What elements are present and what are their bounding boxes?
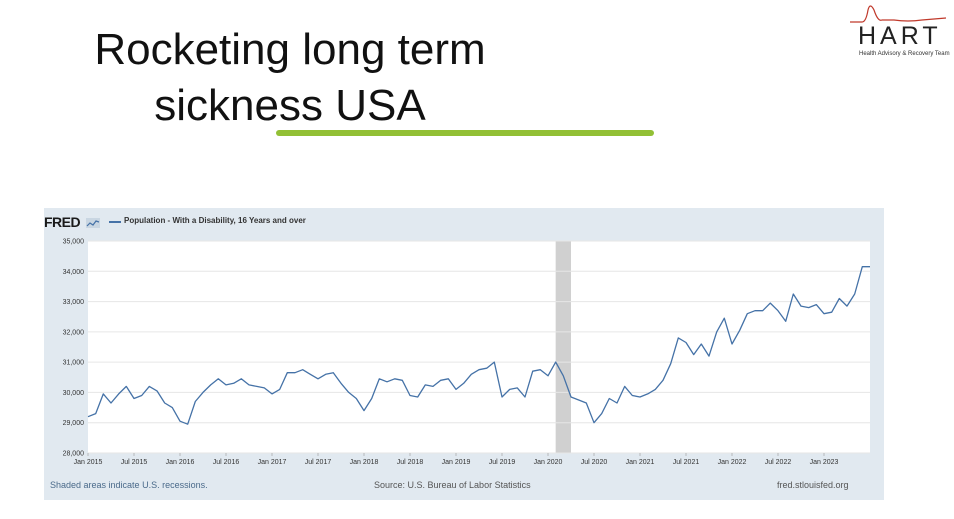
x-tick-label: Jul 2020 bbox=[581, 459, 608, 466]
heartbeat-icon bbox=[850, 5, 947, 23]
y-tick-label: 32,000 bbox=[63, 329, 85, 336]
plot-background bbox=[88, 241, 870, 453]
y-tick-label: 29,000 bbox=[63, 420, 85, 427]
y-tick-label: 30,000 bbox=[63, 390, 85, 397]
footer-site[interactable]: fred.stlouisfed.org bbox=[777, 480, 849, 490]
logo-subtitle: Health Advisory & Recovery Team bbox=[859, 51, 950, 57]
x-tick-label: Jan 2023 bbox=[810, 459, 839, 466]
logo-name: HART bbox=[858, 22, 942, 50]
y-tick-label: 33,000 bbox=[63, 299, 85, 306]
x-tick-label: Jan 2018 bbox=[350, 459, 379, 466]
legend-line-swatch bbox=[109, 221, 121, 223]
slide-title: Rocketing long term sickness USA bbox=[60, 22, 520, 134]
x-tick-label: Jul 2015 bbox=[121, 459, 148, 466]
series-line-0 bbox=[87, 266, 870, 425]
recession-band-0 bbox=[555, 241, 571, 453]
y-tick-label: 35,000 bbox=[63, 239, 85, 246]
y-tick-label: 28,000 bbox=[63, 451, 85, 458]
fred-brand: FRED bbox=[44, 214, 81, 230]
legend-label: Population - With a Disability, 16 Years… bbox=[124, 216, 306, 225]
slide-title-line1: Rocketing long term bbox=[94, 25, 486, 74]
fred-chart-icon bbox=[85, 218, 100, 229]
x-tick-label: Jul 2022 bbox=[765, 459, 792, 466]
x-tick-label: Jul 2019 bbox=[489, 459, 516, 466]
hart-logo: HART Health Advisory & Recovery Team bbox=[850, 2, 950, 62]
x-tick-label: Jul 2018 bbox=[397, 459, 424, 466]
x-tick-label: Jan 2020 bbox=[534, 459, 563, 466]
x-tick-label: Jan 2021 bbox=[626, 459, 655, 466]
footer-recession-note: Shaded areas indicate U.S. recessions. bbox=[50, 480, 208, 490]
y-tick-label: 31,000 bbox=[63, 360, 85, 367]
x-tick-label: Jul 2016 bbox=[213, 459, 240, 466]
x-tick-label: Jan 2016 bbox=[166, 459, 195, 466]
x-tick-label: Jan 2015 bbox=[74, 459, 103, 466]
fred-chart: FRED Population - With a Disability, 16 … bbox=[44, 208, 884, 500]
footer-source: Source: U.S. Bureau of Labor Statistics bbox=[374, 480, 531, 490]
x-tick-label: Jan 2022 bbox=[718, 459, 747, 466]
x-tick-label: Jan 2017 bbox=[258, 459, 287, 466]
y-tick-label: 34,000 bbox=[63, 269, 85, 276]
plot-area: 28,000 29,000 30,000 31,000 32,000 33,000 34,0… bbox=[63, 239, 870, 466]
title-underline bbox=[276, 130, 654, 136]
slide-title-line2: sickness USA bbox=[154, 81, 426, 130]
x-tick-label: Jul 2017 bbox=[305, 459, 332, 466]
fred-logo: FRED bbox=[44, 214, 100, 230]
x-tick-label: Jul 2021 bbox=[673, 459, 700, 466]
x-tick-label: Jan 2019 bbox=[442, 459, 471, 466]
